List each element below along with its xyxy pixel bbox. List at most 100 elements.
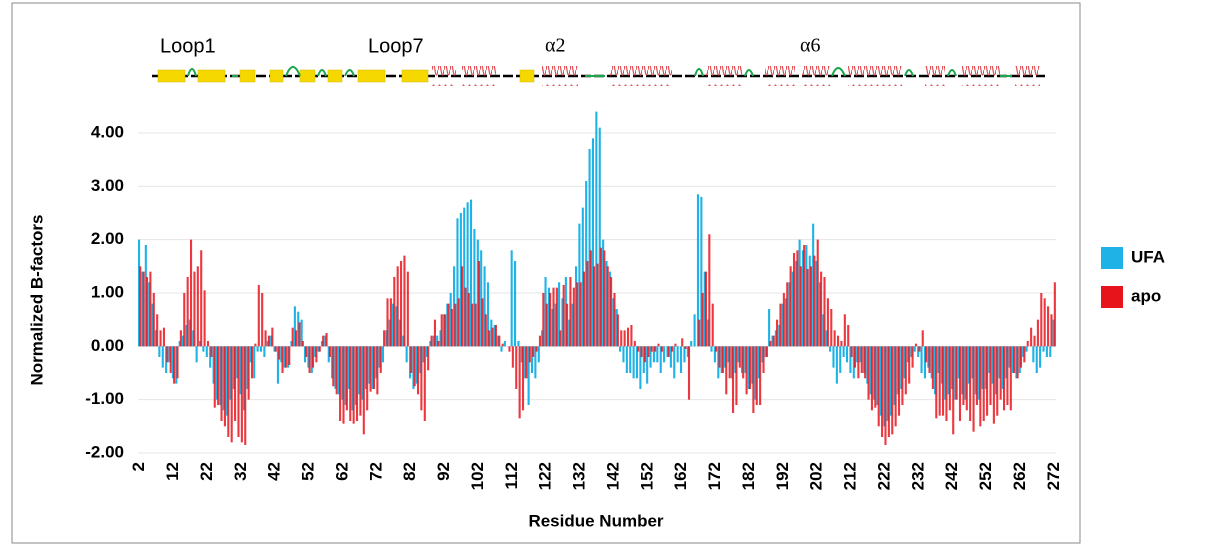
bar [402, 335, 405, 347]
bar [166, 346, 169, 363]
bar [1040, 292, 1043, 347]
bar [415, 346, 418, 384]
x-tick-label: 2 [129, 462, 148, 471]
bar [850, 346, 853, 357]
x-axis-label: Residue Number [528, 511, 663, 530]
bar [494, 324, 497, 347]
bar [298, 322, 301, 347]
bar [230, 346, 233, 443]
annotation: α2 [545, 35, 565, 57]
series-bars [138, 111, 1055, 427]
bar [576, 282, 579, 347]
x-tick-label: 142 [603, 462, 622, 490]
bar [493, 324, 496, 347]
bar [849, 346, 852, 373]
bar [887, 346, 890, 437]
bar [266, 340, 269, 347]
bar [608, 271, 611, 347]
bar [795, 260, 798, 347]
bar [822, 314, 825, 347]
bar [325, 332, 328, 347]
bar [745, 346, 748, 395]
bar [696, 194, 700, 347]
bar [903, 346, 906, 379]
bar [561, 298, 564, 347]
bar [562, 284, 565, 347]
bar [698, 319, 701, 347]
bar [396, 266, 399, 347]
bar [1001, 346, 1004, 389]
bar [332, 346, 335, 387]
bar [801, 250, 805, 347]
bar [420, 346, 423, 411]
bar [913, 346, 916, 352]
bar [711, 303, 714, 347]
bar [247, 346, 250, 400]
bar [713, 346, 716, 363]
bar [805, 244, 808, 347]
bar [724, 346, 727, 368]
bar [359, 346, 362, 416]
bar [574, 266, 578, 347]
x-tick-label: 42 [265, 462, 284, 481]
bar [378, 346, 381, 368]
bar [769, 340, 772, 347]
bar [862, 346, 866, 373]
x-tick-label: 202 [807, 462, 826, 490]
bar [1049, 346, 1052, 357]
frame [11, 2, 1081, 544]
bar [593, 266, 596, 347]
bar [545, 303, 548, 347]
bar [403, 255, 406, 347]
bar [484, 314, 487, 347]
bar [439, 330, 442, 347]
bar [757, 346, 761, 379]
bar [381, 346, 384, 363]
bar [568, 319, 571, 347]
bar [549, 292, 552, 347]
bar [572, 287, 575, 347]
bar [999, 346, 1002, 400]
bar [227, 346, 230, 437]
bar [615, 308, 618, 347]
bar [656, 346, 659, 363]
bar [471, 303, 474, 347]
bar [647, 346, 650, 357]
bar [603, 250, 606, 347]
y-tick-label: 4.00 [91, 122, 124, 141]
bar [771, 335, 774, 347]
bar [835, 346, 838, 384]
bar [833, 330, 836, 347]
bar [904, 346, 907, 395]
bar [524, 346, 527, 379]
bar [866, 346, 869, 384]
bar [183, 292, 186, 347]
bar [859, 346, 862, 363]
bar [995, 346, 998, 395]
bar [229, 346, 232, 400]
bar [738, 346, 741, 368]
x-tick-label: 122 [536, 462, 555, 490]
x-tick-label: 232 [908, 462, 927, 490]
bar [510, 250, 513, 347]
bar [436, 335, 439, 347]
bar [223, 346, 226, 427]
bar [803, 244, 806, 347]
y-tick-label: -1.00 [85, 389, 124, 408]
bar [261, 292, 264, 347]
bar [566, 303, 569, 347]
y-tick-label: -2.00 [85, 442, 124, 461]
bar [847, 324, 850, 347]
bar [188, 319, 191, 347]
bar [684, 346, 687, 349]
bar [894, 346, 897, 427]
bar [934, 346, 937, 395]
bar [1047, 306, 1050, 347]
bar [931, 346, 934, 389]
bar [440, 314, 443, 347]
bar [666, 346, 669, 357]
bar [852, 346, 855, 379]
bar [555, 287, 558, 347]
bar [193, 271, 196, 347]
x-tick-label: 162 [671, 462, 690, 490]
